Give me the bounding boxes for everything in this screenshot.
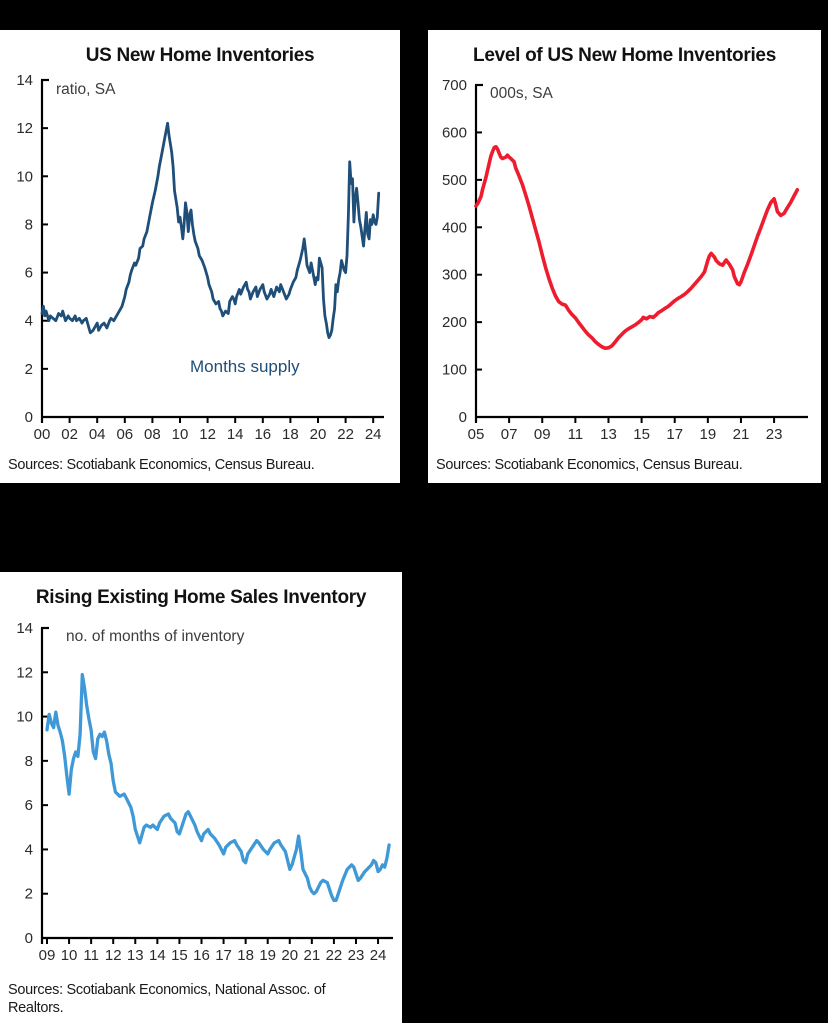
svg-text:23: 23 <box>766 426 783 443</box>
chart-panel-new-home-inventory-level: Level of US New Home Inventories 0 100 200… <box>428 30 821 483</box>
svg-text:16: 16 <box>254 426 271 443</box>
svg-text:04: 04 <box>89 426 106 443</box>
chart-title: Level of US New Home Inventories <box>473 45 776 66</box>
svg-text:10: 10 <box>172 426 189 443</box>
svg-text:02: 02 <box>61 426 78 443</box>
svg-text:6: 6 <box>25 265 33 282</box>
svg-text:19: 19 <box>259 947 276 964</box>
svg-text:20: 20 <box>281 947 298 964</box>
svg-text:8: 8 <box>25 753 33 770</box>
svg-text:05: 05 <box>468 426 485 443</box>
chart-panel-new-home-months-supply: US New Home Inventories 0 2 4 6 8 10 12 14 00 02 0… <box>0 30 400 483</box>
svg-text:2: 2 <box>25 886 33 903</box>
svg-text:0: 0 <box>25 409 33 426</box>
svg-text:0: 0 <box>459 409 467 426</box>
svg-text:700: 700 <box>442 77 467 94</box>
svg-text:no. of months of inventory: no. of months of inventory <box>66 628 245 645</box>
svg-text:15: 15 <box>633 426 650 443</box>
svg-text:14: 14 <box>16 620 33 637</box>
svg-text:6: 6 <box>25 797 33 814</box>
svg-text:600: 600 <box>442 124 467 141</box>
svg-text:19: 19 <box>699 426 716 443</box>
svg-text:4: 4 <box>25 313 33 330</box>
svg-text:200: 200 <box>442 314 467 331</box>
svg-text:300: 300 <box>442 267 467 284</box>
svg-text:23: 23 <box>348 947 365 964</box>
svg-text:21: 21 <box>303 947 320 964</box>
svg-text:12: 12 <box>199 426 216 443</box>
svg-text:0: 0 <box>25 930 33 947</box>
svg-text:22: 22 <box>326 947 343 964</box>
svg-text:09: 09 <box>534 426 551 443</box>
svg-text:14: 14 <box>16 72 33 89</box>
svg-text:11: 11 <box>83 947 99 964</box>
svg-text:07: 07 <box>501 426 518 443</box>
svg-text:17: 17 <box>666 426 683 443</box>
svg-text:14: 14 <box>227 426 244 443</box>
svg-text:400: 400 <box>442 219 467 236</box>
svg-text:21: 21 <box>733 426 750 443</box>
chart-title: Rising Existing Home Sales Inventory <box>35 587 367 608</box>
svg-text:22: 22 <box>337 426 354 443</box>
svg-text:8: 8 <box>25 216 33 233</box>
svg-text:2: 2 <box>25 361 33 378</box>
inventory-level-line-chart: 0 100 200 300 400 500 600 700 05 07 09 11 13 15 17 19 21… <box>442 77 808 443</box>
svg-text:24: 24 <box>370 947 387 964</box>
svg-text:08: 08 <box>144 426 161 443</box>
svg-text:12: 12 <box>105 947 122 964</box>
chart-sources: Sources: Scotiabank Economics, National … <box>8 981 326 1017</box>
chart-sources: Sources: Scotiabank Economics, Census Bu… <box>436 457 743 473</box>
svg-text:500: 500 <box>442 172 467 189</box>
svg-text:10: 10 <box>61 947 78 964</box>
svg-text:12: 12 <box>16 120 33 137</box>
svg-text:20: 20 <box>310 426 327 443</box>
svg-text:17: 17 <box>215 947 232 964</box>
svg-text:06: 06 <box>116 426 133 443</box>
svg-text:4: 4 <box>25 841 33 858</box>
svg-text:10: 10 <box>16 168 33 185</box>
svg-text:13: 13 <box>600 426 617 443</box>
svg-text:ratio, SA: ratio, SA <box>56 81 116 98</box>
svg-text:12: 12 <box>16 664 33 681</box>
svg-text:24: 24 <box>365 426 382 443</box>
svg-text:09: 09 <box>39 947 56 964</box>
svg-text:00: 00 <box>34 426 51 443</box>
svg-text:13: 13 <box>127 947 144 964</box>
svg-text:15: 15 <box>171 947 188 964</box>
svg-text:14: 14 <box>149 947 166 964</box>
chart-sources: Sources: Scotiabank Economics, Census Bu… <box>8 457 315 473</box>
svg-text:18: 18 <box>282 426 299 443</box>
svg-text:Months supply: Months supply <box>190 357 300 376</box>
svg-text:000s, SA: 000s, SA <box>490 85 554 102</box>
chart-title: US New Home Inventories <box>85 45 315 66</box>
svg-text:100: 100 <box>442 362 467 379</box>
svg-text:10: 10 <box>16 709 33 726</box>
svg-text:11: 11 <box>568 426 584 443</box>
svg-text:18: 18 <box>237 947 254 964</box>
svg-text:16: 16 <box>193 947 210 964</box>
